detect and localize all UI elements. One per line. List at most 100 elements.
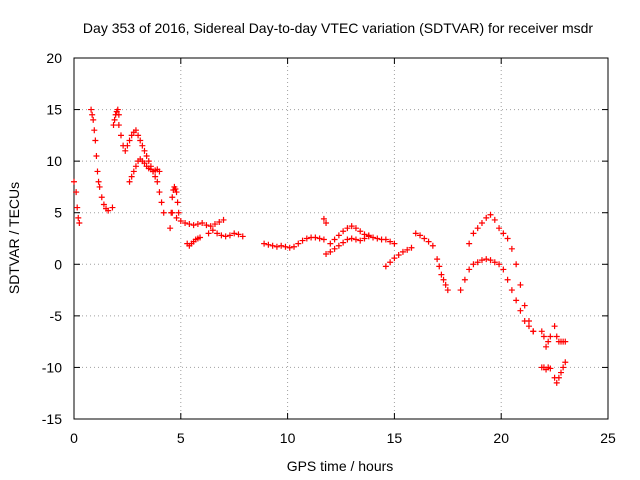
data-point — [209, 227, 216, 234]
data-point — [408, 244, 415, 251]
data-point — [457, 287, 464, 294]
series-seg-q — [457, 256, 537, 335]
data-point — [312, 234, 319, 241]
data-point — [352, 225, 359, 232]
data-point — [425, 238, 432, 245]
data-point — [348, 235, 355, 242]
data-point — [214, 230, 221, 237]
data-point — [141, 160, 148, 167]
data-point — [226, 232, 233, 239]
data-point — [278, 242, 285, 249]
data-point — [137, 137, 144, 144]
data-point — [331, 236, 338, 243]
series-seg-r — [466, 211, 537, 335]
data-point — [216, 218, 223, 225]
data-point — [110, 122, 117, 129]
data-point — [174, 199, 181, 206]
data-point — [470, 230, 477, 237]
data-point — [335, 232, 342, 239]
data-point — [173, 189, 180, 196]
series-seg-o — [412, 230, 436, 249]
data-point — [525, 323, 532, 330]
data-point — [487, 257, 494, 264]
data-point — [553, 333, 560, 340]
data-point — [172, 185, 179, 192]
series-seg-f — [167, 183, 182, 232]
y-tick-label: -5 — [50, 308, 63, 324]
data-point — [316, 235, 323, 242]
data-point — [156, 168, 163, 175]
data-point — [335, 242, 342, 249]
data-point — [421, 235, 428, 242]
data-point — [530, 328, 537, 335]
data-point — [71, 178, 77, 185]
data-point — [160, 209, 167, 216]
data-point — [139, 142, 146, 149]
data-point — [545, 338, 552, 345]
data-point — [299, 237, 306, 244]
data-point — [323, 220, 330, 227]
data-point — [282, 243, 289, 250]
y-tick-label: -10 — [42, 359, 62, 375]
data-point — [444, 287, 451, 294]
grid-lines — [74, 58, 608, 419]
data-point — [158, 199, 165, 206]
x-tick-label: 25 — [600, 430, 616, 446]
data-point — [175, 209, 182, 216]
data-point — [203, 222, 210, 229]
data-point — [218, 232, 225, 239]
data-point — [128, 173, 135, 180]
data-point — [340, 228, 347, 235]
data-point — [211, 221, 218, 228]
data-point — [303, 235, 310, 242]
data-point — [74, 204, 81, 211]
data-point — [143, 152, 150, 159]
data-point — [412, 230, 419, 237]
y-tick-label: 20 — [46, 50, 62, 66]
data-point — [496, 261, 503, 268]
data-point — [513, 297, 520, 304]
series-seg-s — [538, 323, 569, 350]
x-tick-label: 15 — [387, 430, 403, 446]
data-point — [466, 266, 473, 273]
data-point — [73, 189, 80, 196]
data-point — [357, 237, 364, 244]
data-point — [553, 379, 560, 386]
data-point — [547, 365, 554, 372]
data-point — [295, 240, 302, 247]
data-point — [117, 132, 124, 139]
data-point — [440, 276, 447, 283]
x-tick-label: 10 — [280, 430, 296, 446]
data-point — [154, 178, 161, 185]
data-point — [145, 158, 152, 165]
data-point — [114, 106, 121, 113]
data-point — [220, 216, 227, 223]
data-point — [344, 236, 351, 243]
series-seg-u — [551, 359, 569, 386]
series-seg-p — [434, 256, 451, 294]
data-point — [348, 223, 355, 230]
data-point — [115, 111, 122, 118]
data-point — [323, 250, 330, 257]
data-point — [555, 374, 562, 381]
data-point — [504, 276, 511, 283]
data-point — [540, 333, 547, 340]
data-series — [71, 106, 569, 386]
data-point — [340, 239, 347, 246]
data-point — [89, 111, 96, 118]
data-point — [111, 116, 118, 123]
data-point — [100, 201, 107, 208]
data-point — [551, 323, 558, 330]
data-point — [429, 242, 436, 249]
x-axis-label: GPS time / hours — [287, 458, 394, 474]
data-point — [436, 263, 443, 270]
data-point — [399, 248, 406, 255]
data-point — [327, 248, 334, 255]
series-seg-l — [323, 232, 372, 257]
data-point — [186, 221, 193, 228]
data-point — [92, 137, 99, 144]
data-point — [88, 106, 95, 113]
data-point — [286, 244, 293, 251]
data-point — [169, 209, 176, 216]
